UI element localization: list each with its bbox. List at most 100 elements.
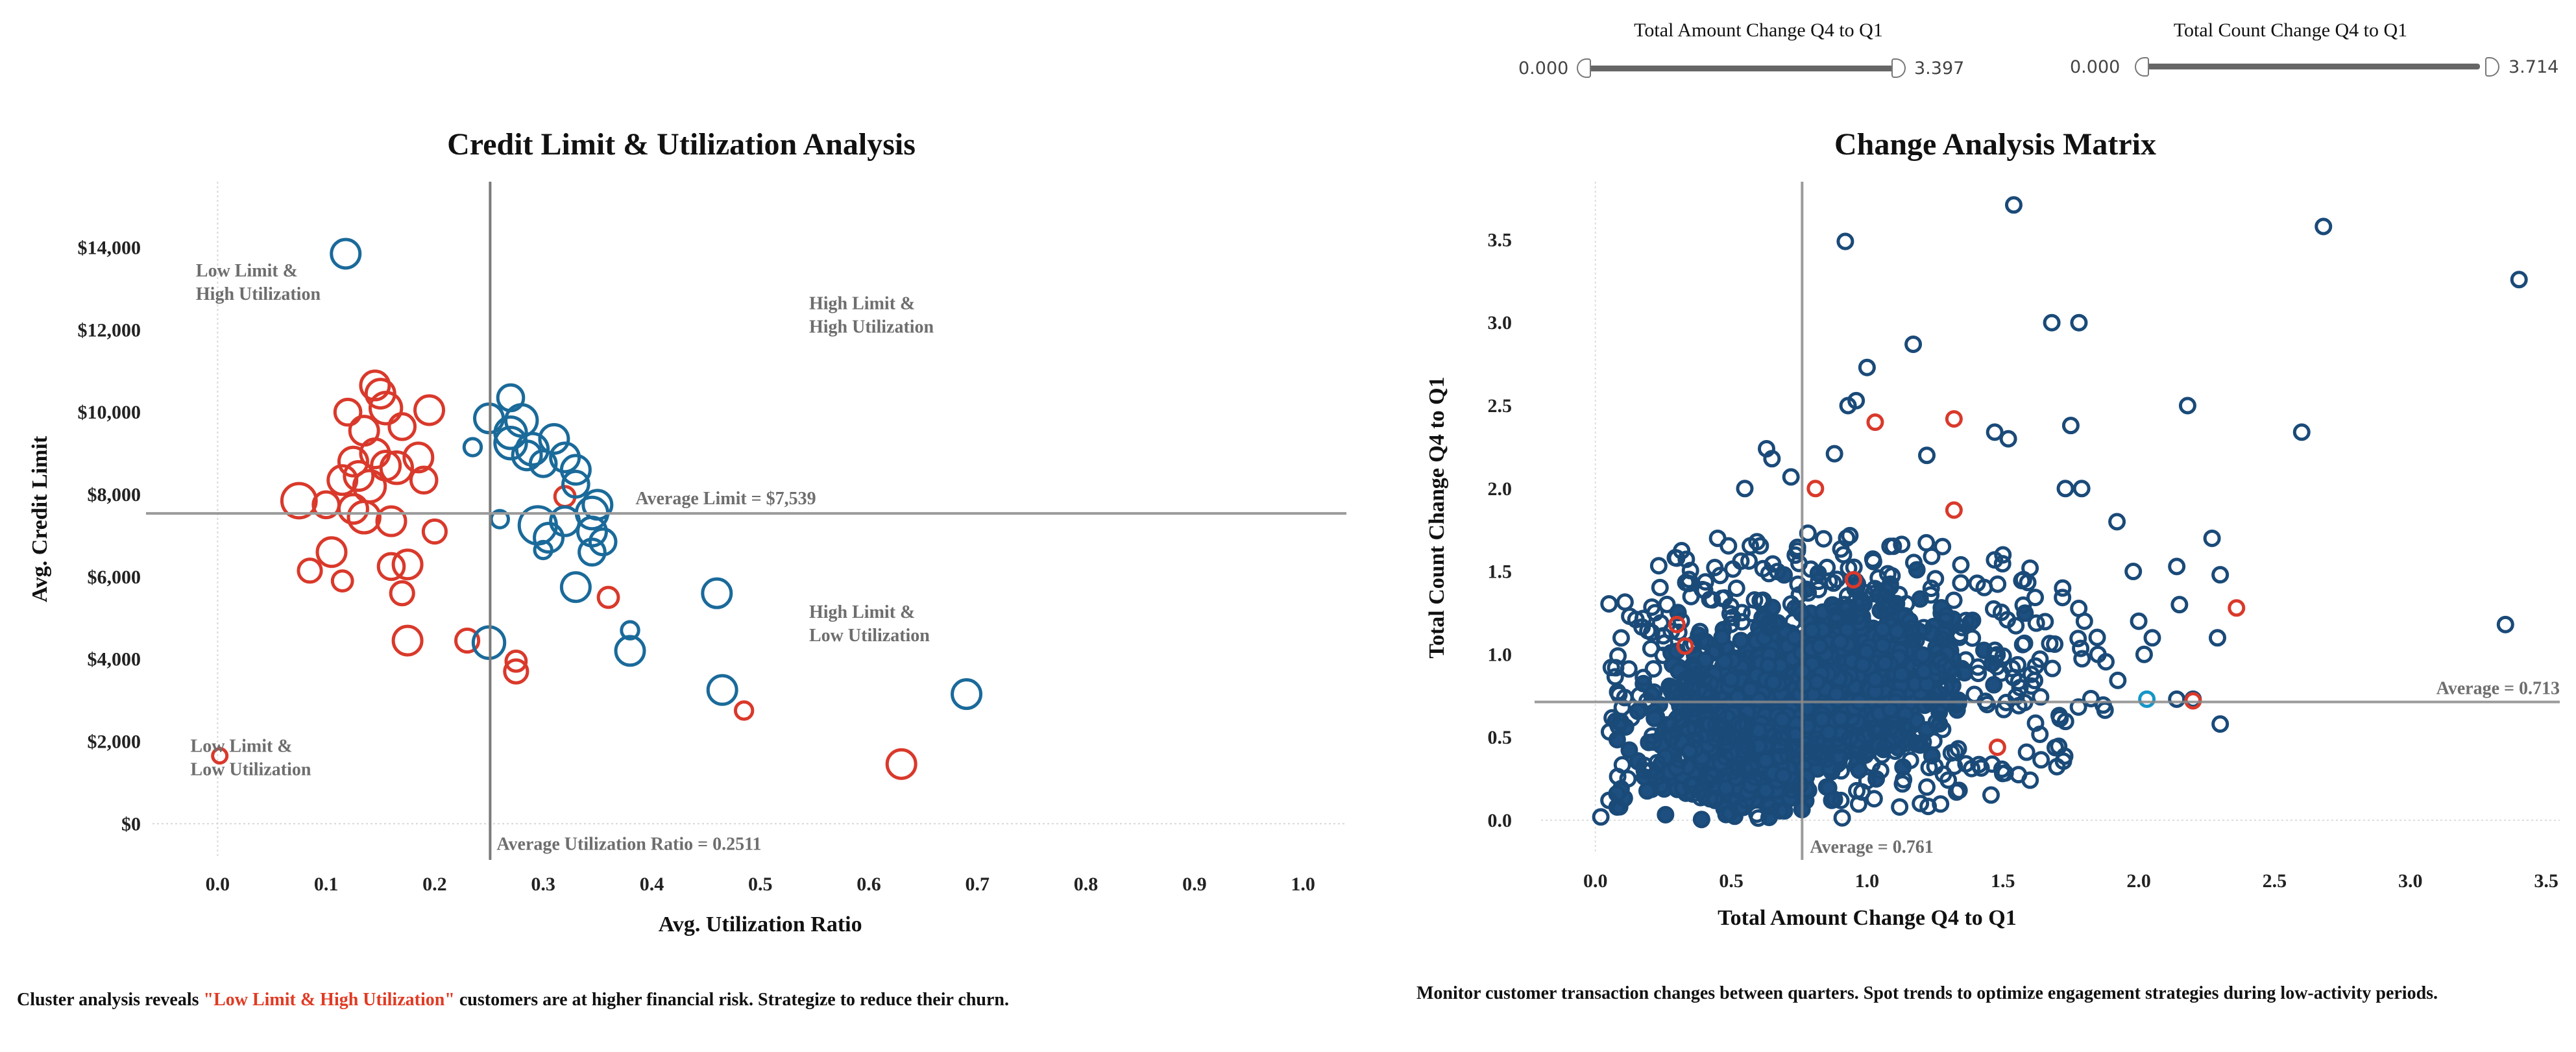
scatter-point [1727,579,1745,597]
scatter-point [1643,598,1661,616]
scatter-point [1969,665,1987,683]
scatter-point [1673,542,1691,560]
scatter-point [1922,579,1940,597]
red-cluster-point [733,700,755,721]
scatter-point [1670,694,1688,713]
scatter-point [1912,794,1930,813]
scatter-point [1613,698,1631,716]
scatter-point [1893,775,1912,793]
blue-cluster-point [701,577,733,609]
scatter-point [1810,572,1828,591]
quadrant-label: Low Utilization [191,759,311,779]
scatter-point [1755,610,1773,628]
scatter-point [2073,650,2091,668]
x-tick-label: 2.0 [2126,870,2151,892]
scatter-point [1690,664,1708,682]
red-cluster-point [391,624,424,657]
outlier-point [2070,313,2088,332]
scatter-point [1848,607,1866,626]
scatter-point [1686,731,1705,749]
count-change-slider-track[interactable] [2143,64,2480,69]
scatter-point [1864,585,1882,603]
amount-change-max-handle[interactable] [1891,58,1906,78]
scatter-point [2026,657,2045,675]
amount-change-min-handle[interactable] [1577,58,1591,78]
scatter-point [1877,601,1895,619]
blue-cluster-point [951,678,983,711]
outlier-point [1891,798,1909,816]
scatter-point [1827,611,1845,630]
red-cluster-point [387,412,417,441]
outlier-point [2211,566,2230,584]
y-tick-label: 0.5 [1488,727,1513,748]
cluster-point [1786,628,1804,646]
count-change-filter-title: Total Count Change Q4 to Q1 [2173,19,2408,41]
scatter-point [1864,550,1882,568]
count-change-max-handle[interactable] [2485,57,2499,77]
scatter-point [1923,547,1941,565]
outlier-point [1836,232,1854,251]
scatter-point [1881,537,1899,556]
amount-change-slider-track[interactable] [1585,66,1896,71]
scatter-point [1856,746,1875,764]
scatter-point [1620,660,1638,678]
y-tick-label: $0 [121,813,141,835]
left-caption-prefix: Cluster analysis reveals [17,990,204,1010]
scatter-point [1901,752,1919,770]
outlier-point [1823,791,1841,809]
blue-cluster-point [533,522,565,554]
x-tick-label: 3.0 [2398,870,2423,892]
cluster-point [1764,673,1782,691]
scatter-point [1926,570,1945,588]
scatter-point [1755,591,1773,609]
outlier-point [2510,271,2528,289]
scatter-point [2010,766,2028,784]
outlier-point [1871,761,1889,779]
scatter-point [1788,542,1806,560]
scatter-point [1856,726,1874,744]
red-point [1676,637,1694,655]
scatter-point [1944,666,1962,684]
scatter-point [1774,729,1792,747]
left-chart-caption: Cluster analysis reveals "Low Limit & Hi… [17,990,1009,1010]
scatter-point [1680,570,1698,589]
red-point [1945,501,1963,519]
x-tick-label: 0.9 [1182,874,1207,895]
outlier-point [1994,546,2012,564]
y-tick-label: $2,000 [88,731,141,752]
scatter-point [2015,634,2034,652]
y-tick-label: $14,000 [78,237,141,258]
amount-change-filter-title: Total Amount Change Q4 to Q1 [1634,19,1883,41]
x-tick-label: 3.5 [2534,870,2558,892]
scatter-point [1856,583,1874,602]
scatter-point [2043,659,2061,678]
outlier-point [2315,217,2333,236]
scatter-point [1832,762,1850,780]
red-cluster-point [454,627,481,654]
y-tick-label: $12,000 [78,319,141,341]
blue-cluster-point [588,527,618,557]
outlier-point [1858,358,1876,376]
scatter-point [1984,600,2002,618]
y-tick-label: 2.0 [1488,478,1513,500]
scatter-point [2051,709,2069,728]
scatter-point [1898,734,1916,752]
x-tick-label: 0.7 [966,874,990,895]
y-tick-label: 0.0 [1488,810,1513,831]
outlier-point [2054,579,2072,597]
scatter-point [1833,809,1851,827]
count-change-min-handle[interactable] [2135,57,2149,77]
left-chart-title: Credit Limit & Utilization Analysis [447,127,916,162]
scatter-point [1817,750,1836,768]
scatter-point [1771,801,1789,820]
red-cluster-point [389,580,415,607]
scatter-point [1832,791,1850,809]
red-point [1844,570,1862,589]
scatter-point [1922,586,1940,604]
scatter-point [1946,742,1964,761]
scatter-point [1662,728,1681,746]
scatter-point [1957,651,1975,669]
cluster-point [1914,646,1932,664]
cluster-point [1759,656,1777,674]
scatter-point [2054,589,2072,607]
